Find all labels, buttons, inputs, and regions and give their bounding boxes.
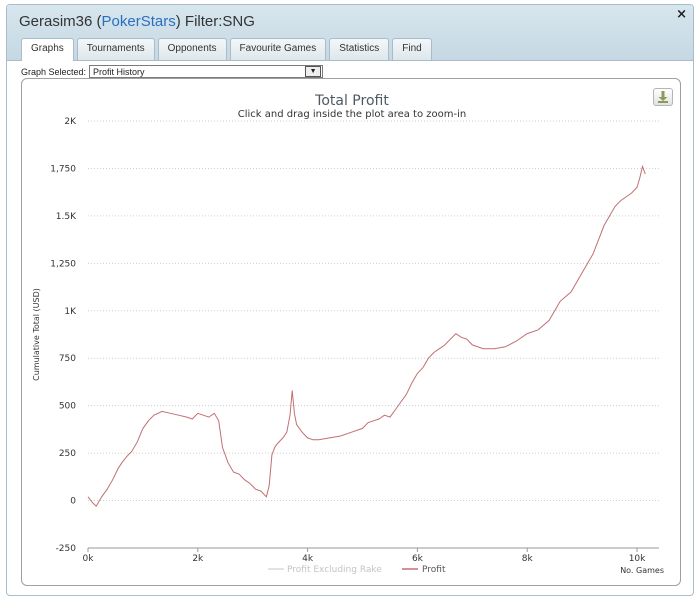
y-tick-label: 1K [64, 307, 77, 317]
chevron-down-icon[interactable]: ▼ [305, 66, 322, 77]
y-tick-label: 0 [70, 497, 76, 507]
close-icon[interactable]: × [676, 7, 687, 22]
tab-opponents[interactable]: Opponents [157, 38, 227, 60]
graph-selector-label: Graph Selected: [21, 66, 87, 77]
y-tick-label: 500 [59, 402, 76, 412]
chart-panel: Total Profit Click and drag inside the pl… [21, 78, 681, 586]
y-tick-label: 1.5K [56, 212, 77, 222]
x-tick-label: 0k [83, 554, 95, 564]
chart-title: Total Profit [314, 93, 389, 109]
y-tick-label: 1,250 [50, 259, 76, 269]
tab-bar: Graphs Tournaments Opponents Favourite G… [21, 38, 432, 61]
title-bar: Gerasim36 (PokerStars) Filter:SNG × Grap… [7, 5, 693, 61]
x-axis-label: No. Games [620, 566, 664, 575]
x-tick-label: 2k [192, 554, 204, 564]
y-tick-label: 750 [59, 354, 76, 364]
y-tick-label: 2K [64, 117, 77, 127]
player-stats-window: Gerasim36 (PokerStars) Filter:SNG × Grap… [6, 4, 694, 596]
x-tick-label: 6k [412, 554, 424, 564]
y-axis-label: Cumulative Total (USD) [32, 288, 41, 381]
x-tick-label: 8k [522, 554, 534, 564]
profit-series-line [87, 164, 646, 508]
filter-label: Filter:SNG [184, 13, 255, 30]
x-tick-label: 10k [629, 554, 646, 564]
tab-find[interactable]: Find [392, 38, 432, 60]
y-tick-label: 250 [59, 449, 76, 459]
tab-statistics[interactable]: Statistics [329, 38, 390, 60]
legend-label-profit: Profit [422, 565, 446, 575]
tab-favourite-games[interactable]: Favourite Games [229, 38, 327, 60]
player-name: Gerasim36 [19, 13, 93, 30]
download-arrow-icon [658, 91, 668, 103]
tab-graphs[interactable]: Graphs [21, 38, 74, 61]
paren-open: ( [96, 13, 102, 30]
tab-tournaments[interactable]: Tournaments [76, 38, 155, 60]
window-title: Gerasim36 (PokerStars) Filter:SNG [19, 13, 255, 30]
site-link[interactable]: PokerStars [101, 13, 176, 30]
graph-selector: Graph Selected: Profit History ▼ [21, 65, 324, 78]
graph-select-value: Profit History [93, 67, 145, 77]
legend-label-profit-excluding-rake: Profit Excluding Rake [287, 565, 382, 575]
download-icon[interactable] [653, 88, 673, 106]
y-tick-label: -250 [56, 544, 77, 554]
y-tick-label: 1,750 [50, 164, 76, 174]
graph-select-dropdown[interactable]: Profit History ▼ [89, 65, 324, 78]
x-tick-label: 4k [302, 554, 314, 564]
chart-subtitle: Click and drag inside the plot area to z… [238, 109, 466, 120]
paren-close: ) [175, 13, 181, 30]
